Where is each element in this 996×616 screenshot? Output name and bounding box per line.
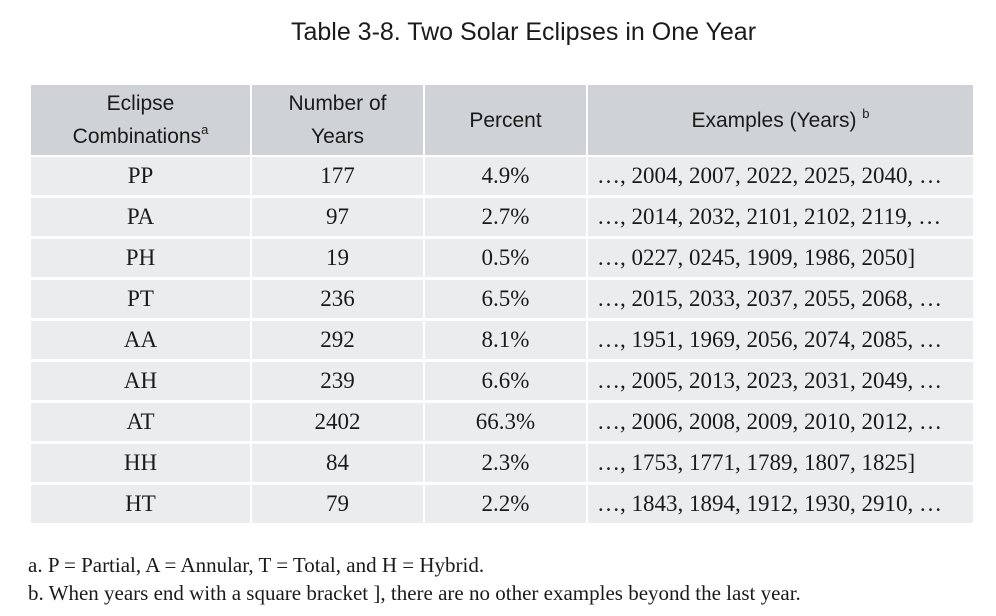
header-examples-label: Examples (Years) [691,108,863,132]
cell-examples: …, 0227, 0245, 1909, 1986, 2050] [586,239,973,280]
header-number-of-years: Number of Years [250,85,423,157]
cell-percent: 8.1% [423,321,586,362]
cell-percent: 66.3% [423,403,586,444]
header-row: Eclipse Combinationsa Number of Years Pe… [31,85,973,157]
cell-examples: …, 2014, 2032, 2101, 2102, 2119, … [586,198,973,239]
cell-years: 239 [250,362,423,403]
cell-years: 84 [250,444,423,485]
cell-percent: 2.2% [423,485,586,526]
cell-combo: PT [31,280,250,321]
cell-years: 236 [250,280,423,321]
cell-combo: AH [31,362,250,403]
header-percent: Percent [423,85,586,157]
cell-years: 79 [250,485,423,526]
table-row: HT 79 2.2% …, 1843, 1894, 1912, 1930, 29… [31,485,973,526]
cell-years: 2402 [250,403,423,444]
eclipse-table: Eclipse Combinationsa Number of Years Pe… [31,85,973,526]
table-row: AA 292 8.1% …, 1951, 1969, 2056, 2074, 2… [31,321,973,362]
cell-examples: …, 2005, 2013, 2023, 2031, 2049, … [586,362,973,403]
cell-years: 177 [250,157,423,198]
cell-examples: …, 2004, 2007, 2022, 2025, 2040, … [586,157,973,198]
cell-years: 97 [250,198,423,239]
table-row: PH 19 0.5% …, 0227, 0245, 1909, 1986, 20… [31,239,973,280]
cell-percent: 2.7% [423,198,586,239]
cell-examples: …, 2015, 2033, 2037, 2055, 2068, … [586,280,973,321]
table-row: HH 84 2.3% …, 1753, 1771, 1789, 1807, 18… [31,444,973,485]
table-row: PA 97 2.7% …, 2014, 2032, 2101, 2102, 21… [31,198,973,239]
table-row: AH 239 6.6% …, 2005, 2013, 2023, 2031, 2… [31,362,973,403]
table-row: PP 177 4.9% …, 2004, 2007, 2022, 2025, 2… [31,157,973,198]
cell-combo: HT [31,485,250,526]
cell-examples: …, 1951, 1969, 2056, 2074, 2085, … [586,321,973,362]
cell-combo: AA [31,321,250,362]
footnote-a: a. P = Partial, A = Annular, T = Total, … [28,553,485,577]
cell-percent: 6.6% [423,362,586,403]
cell-percent: 0.5% [423,239,586,280]
cell-examples: …, 1753, 1771, 1789, 1807, 1825] [586,444,973,485]
cell-combo: HH [31,444,250,485]
cell-years: 292 [250,321,423,362]
table-footnotes: a. P = Partial, A = Annular, T = Total, … [28,551,801,607]
cell-percent: 6.5% [423,280,586,321]
table-row: AT 2402 66.3% …, 2006, 2008, 2009, 2010,… [31,403,973,444]
cell-percent: 4.9% [423,157,586,198]
footnote-b: b. When years end with a square bracket … [28,581,801,605]
footnote-marker-a: a [201,122,209,137]
header-years-line2: Years [311,125,364,148]
header-eclipse-combinations: Eclipse Combinationsa [31,85,250,157]
header-percent-label: Percent [469,108,542,132]
cell-years: 19 [250,239,423,280]
header-eclipse-line2: Combinations [72,125,202,148]
cell-combo: AT [31,403,250,444]
table-title: Table 3-8. Two Solar Eclipses in One Yea… [290,18,757,46]
cell-examples: …, 2006, 2008, 2009, 2010, 2012, … [586,403,973,444]
header-examples: Examples (Years) b [586,85,973,157]
cell-percent: 2.3% [423,444,586,485]
cell-combo: PP [31,157,250,198]
header-eclipse-line1: Eclipse [106,92,175,115]
footnote-marker-b: b [862,105,870,121]
header-years-line1: Number of [288,92,387,115]
cell-combo: PH [31,239,250,280]
cell-examples: …, 1843, 1894, 1912, 1930, 2910, … [586,485,973,526]
table-row: PT 236 6.5% …, 2015, 2033, 2037, 2055, 2… [31,280,973,321]
cell-combo: PA [31,198,250,239]
